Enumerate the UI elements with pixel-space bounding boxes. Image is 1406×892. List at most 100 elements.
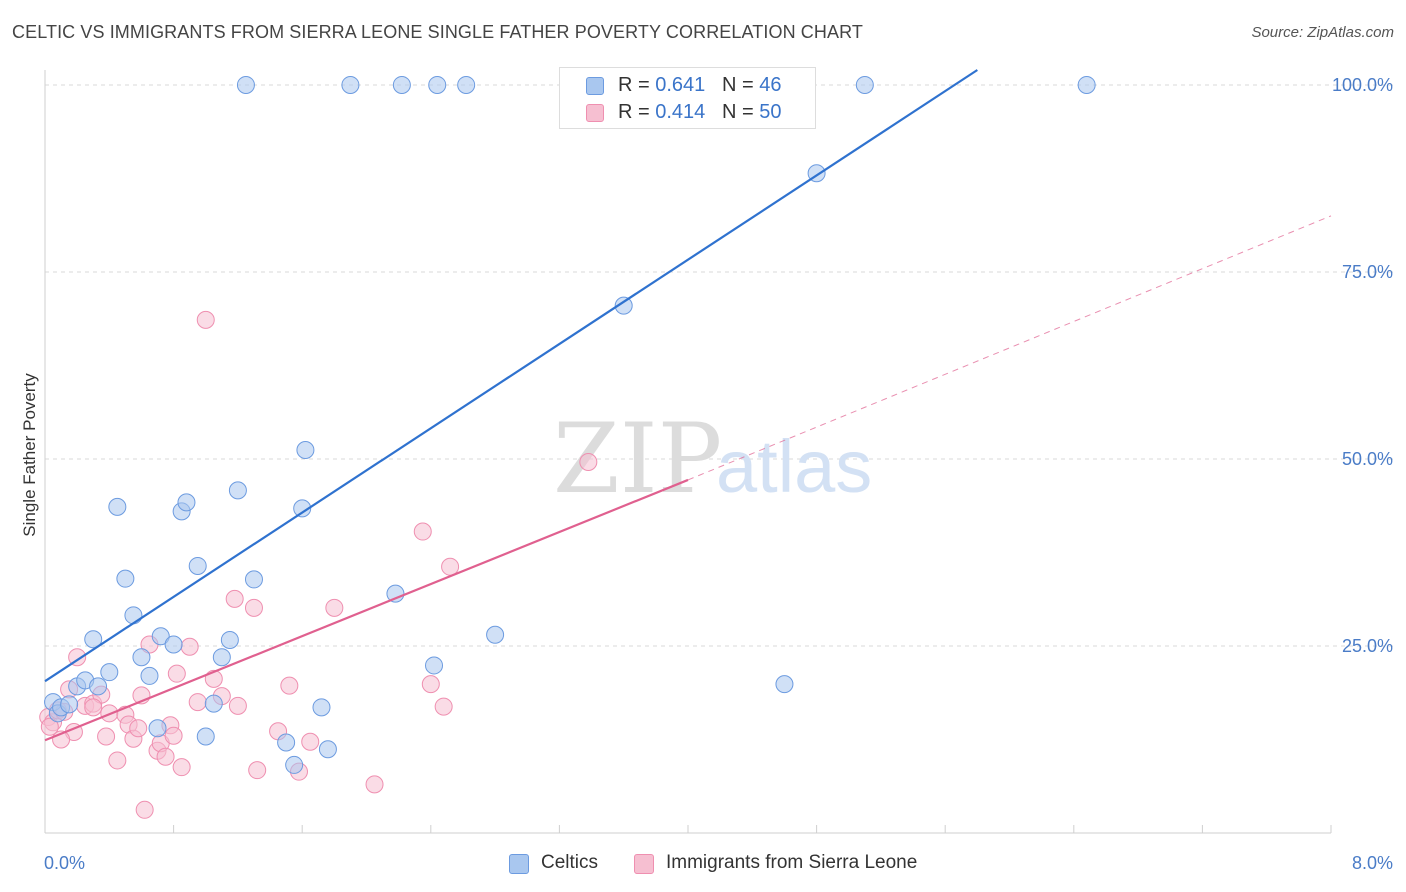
point-sierra-leone bbox=[244, 598, 263, 617]
point-celtics bbox=[293, 499, 312, 518]
point-celtics bbox=[277, 733, 296, 752]
watermark-atlas: atlas bbox=[716, 425, 872, 508]
y-tick-label: 75.0% bbox=[1342, 262, 1393, 282]
y-tick-label: 50.0% bbox=[1342, 449, 1393, 469]
trend-line-sierra-leone-extended bbox=[687, 215, 1332, 481]
point-celtics bbox=[318, 740, 337, 759]
source-label: Source: ZipAtlas.com bbox=[1251, 24, 1394, 41]
point-sierra-leone bbox=[248, 761, 267, 780]
point-celtics bbox=[188, 556, 207, 575]
point-celtics bbox=[775, 675, 794, 694]
point-celtics bbox=[457, 75, 476, 94]
point-sierra-leone bbox=[108, 751, 127, 770]
legend-label-celtics: Celtics bbox=[541, 852, 599, 873]
point-celtics bbox=[236, 75, 255, 94]
grid-lines bbox=[45, 84, 1393, 647]
point-sierra-leone bbox=[225, 589, 244, 608]
point-sierra-leone bbox=[40, 717, 59, 736]
point-sierra-leone bbox=[172, 758, 191, 777]
point-celtics bbox=[84, 630, 103, 649]
point-celtics bbox=[100, 663, 119, 682]
sierra-leone-swatch bbox=[586, 104, 604, 122]
point-celtics bbox=[212, 648, 231, 667]
point-sierra-leone bbox=[280, 676, 299, 695]
point-celtics bbox=[614, 296, 633, 315]
stats-text-celtics: R = 0.641 N = 46 bbox=[618, 74, 781, 97]
point-celtics bbox=[486, 625, 505, 644]
legend-swatch-sierra-leone bbox=[634, 854, 654, 874]
point-sierra-leone bbox=[421, 675, 440, 694]
point-sierra-leone bbox=[135, 800, 154, 819]
point-sierra-leone bbox=[228, 696, 247, 715]
celtics-swatch bbox=[586, 77, 604, 95]
legend-swatch-celtics bbox=[509, 854, 529, 874]
point-celtics bbox=[341, 75, 360, 94]
point-celtics bbox=[151, 627, 170, 646]
trend-lines bbox=[44, 69, 1332, 742]
point-celtics bbox=[386, 584, 405, 603]
point-celtics bbox=[228, 481, 247, 500]
point-celtics bbox=[196, 727, 215, 746]
series-legend: Celtics Immigrants from Sierra Leone bbox=[0, 852, 1406, 878]
point-celtics bbox=[132, 648, 151, 667]
point-celtics bbox=[204, 694, 223, 713]
point-sierra-leone bbox=[129, 719, 148, 738]
point-celtics bbox=[124, 606, 143, 625]
series-immigrants-sierra-leone bbox=[39, 310, 598, 819]
y-tick-label: 100.0% bbox=[1332, 75, 1393, 95]
point-sierra-leone bbox=[188, 693, 207, 712]
point-celtics bbox=[1077, 75, 1096, 94]
point-celtics bbox=[392, 75, 411, 94]
point-celtics bbox=[285, 755, 304, 774]
point-celtics bbox=[220, 631, 239, 650]
stats-legend: R = 0.641 N = 46 R = 0.414 N = 50 bbox=[559, 67, 816, 129]
point-sierra-leone bbox=[325, 598, 344, 617]
point-celtics bbox=[116, 569, 135, 588]
stats-text-sierra-leone: R = 0.414 N = 50 bbox=[618, 101, 781, 124]
point-celtics bbox=[855, 75, 874, 94]
point-celtics bbox=[312, 698, 331, 717]
point-sierra-leone bbox=[413, 522, 432, 541]
n-value-celtics: 46 bbox=[759, 74, 782, 96]
y-axis-label: Single Father Poverty bbox=[20, 373, 39, 537]
legend-label-sierra-leone: Immigrants from Sierra Leone bbox=[666, 852, 918, 873]
point-sierra-leone bbox=[196, 310, 215, 329]
watermark: ZIP atlas bbox=[553, 403, 872, 515]
point-celtics bbox=[108, 497, 127, 516]
y-tick-label: 25.0% bbox=[1342, 636, 1393, 656]
point-sierra-leone bbox=[301, 732, 320, 751]
r-label: R = bbox=[618, 101, 650, 123]
point-sierra-leone bbox=[84, 698, 103, 717]
point-sierra-leone bbox=[97, 727, 116, 746]
point-sierra-leone bbox=[156, 747, 175, 766]
point-sierra-leone bbox=[365, 775, 384, 794]
point-celtics bbox=[177, 493, 196, 512]
n-value-sierra-leone: 50 bbox=[759, 101, 782, 123]
chart-title: CELTIC VS IMMIGRANTS FROM SIERRA LEONE S… bbox=[12, 22, 863, 42]
point-celtics bbox=[60, 695, 79, 714]
point-celtics bbox=[244, 570, 263, 589]
point-celtics bbox=[89, 677, 108, 696]
point-sierra-leone bbox=[167, 664, 186, 683]
trend-line-sierra-leone bbox=[44, 478, 689, 742]
point-celtics bbox=[140, 666, 159, 685]
point-sierra-leone bbox=[164, 726, 183, 745]
r-value-sierra-leone: 0.414 bbox=[655, 101, 706, 123]
point-sierra-leone bbox=[579, 452, 598, 471]
n-label: N = bbox=[721, 101, 754, 123]
point-sierra-leone bbox=[434, 697, 453, 716]
x-tick-label-min: 0.0% bbox=[44, 853, 85, 873]
watermark-zip: ZIP bbox=[553, 403, 722, 515]
r-value-celtics: 0.641 bbox=[655, 74, 706, 96]
series-celtics bbox=[44, 75, 1096, 774]
point-celtics bbox=[164, 635, 183, 654]
trend-line-celtics bbox=[44, 69, 978, 683]
tick-labels: 25.0% 50.0% 75.0% 100.0% 0.0% 8.0% bbox=[44, 75, 1393, 873]
point-celtics bbox=[428, 75, 447, 94]
point-sierra-leone bbox=[68, 648, 87, 667]
point-sierra-leone bbox=[180, 637, 199, 656]
x-tick-label-max: 8.0% bbox=[1352, 853, 1393, 873]
n-label: N = bbox=[721, 74, 754, 96]
point-celtics bbox=[148, 719, 167, 738]
